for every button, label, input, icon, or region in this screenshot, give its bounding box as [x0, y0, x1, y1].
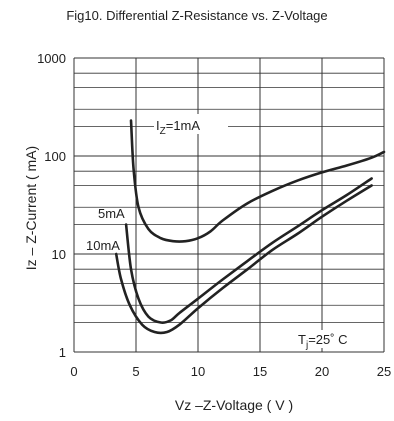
- y-tick-label: 10: [52, 247, 66, 262]
- y-tick-label: 1: [59, 345, 66, 360]
- annotation-iz-sub: Z: [160, 126, 166, 137]
- curves: [114, 119, 386, 335]
- annotation-iz-rest: =1mA: [166, 118, 201, 133]
- series-line-5ma: [124, 177, 373, 324]
- annotation-tj-prefix: T: [298, 332, 306, 347]
- y-axis-label: Iz – Z-Current ( mA): [23, 146, 39, 270]
- x-tick-label: 0: [70, 364, 77, 379]
- x-tick-label: 10: [191, 364, 205, 379]
- x-tick-labels: 0 5 10 15 20 25: [70, 364, 391, 379]
- annotation-tj-rest: =25˚ C: [308, 332, 347, 347]
- annotation-iz-prefix: I: [156, 118, 160, 133]
- annotation-iz-1ma: IZ=1mA: [154, 114, 228, 137]
- y-tick-labels: 1 10 100 1000: [37, 51, 66, 360]
- annotation-tj: Tj=25˚ C: [294, 330, 364, 351]
- x-axis-label: Vz –Z-Voltage ( V ): [175, 397, 293, 413]
- annotation-tj-sub: j: [305, 340, 308, 351]
- annotation-5ma: 5mA: [98, 206, 125, 221]
- annotation-tj-bg: [294, 330, 364, 348]
- x-tick-label: 25: [377, 364, 391, 379]
- chart-title: Fig10. Differential Z-Resistance vs. Z-V…: [66, 8, 328, 23]
- annotation-bg: [154, 114, 228, 134]
- x-tick-label: 5: [132, 364, 139, 379]
- x-tick-label: 15: [253, 364, 267, 379]
- annotation-tj-text: Tj=25˚ C: [298, 332, 348, 351]
- annotation-iz-1ma-text: IZ=1mA: [156, 118, 200, 137]
- series-line-10ma: [114, 184, 373, 335]
- x-tick-label: 20: [315, 364, 329, 379]
- y-tick-label: 100: [44, 149, 66, 164]
- grid: [73, 57, 385, 353]
- annotation-10ma: 10mA: [86, 238, 120, 253]
- y-tick-label: 1000: [37, 51, 66, 66]
- series-line-iz-1ma: [129, 119, 386, 243]
